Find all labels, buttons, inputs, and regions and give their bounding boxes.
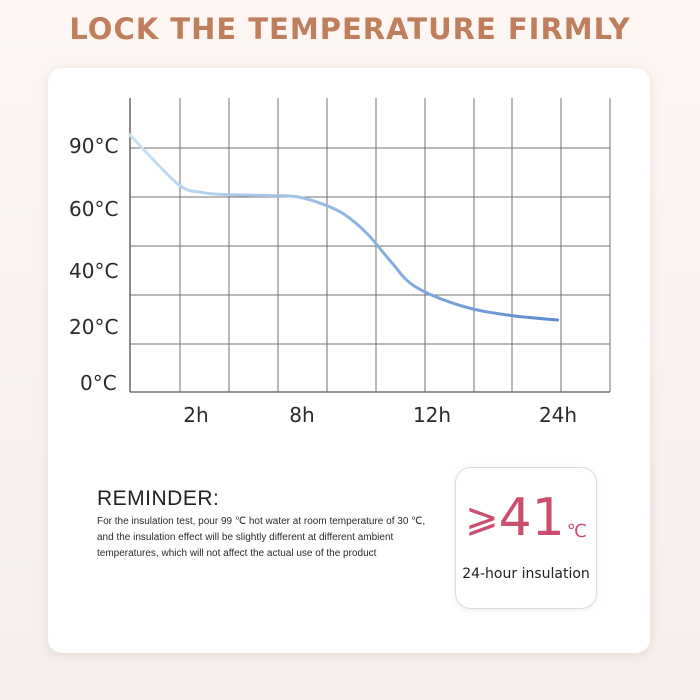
badge-value-row: ⩾41 ℃ bbox=[456, 488, 596, 548]
y-tick-label: 90°C bbox=[69, 134, 118, 158]
y-tick-label: 60°C bbox=[69, 197, 118, 221]
insulation-badge: ⩾41 ℃ 24-hour insulation bbox=[455, 467, 597, 609]
reminder-title: REMINDER: bbox=[97, 487, 220, 510]
badge-temperature-value: 41 bbox=[498, 488, 565, 548]
y-tick-label: 20°C bbox=[69, 315, 118, 339]
y-tick-label: 0°C bbox=[80, 371, 117, 395]
temperature-series-line bbox=[128, 133, 559, 322]
x-tick-label: 12h bbox=[413, 403, 451, 427]
badge-unit: ℃ bbox=[566, 520, 587, 542]
page-headline: LOCK THE TEMPERATURE FIRMLY bbox=[69, 12, 631, 46]
x-tick-label: 2h bbox=[183, 403, 208, 427]
x-tick-label: 8h bbox=[289, 403, 314, 427]
x-tick-label: 24h bbox=[539, 403, 577, 427]
reminder-body: For the insulation test, pour 99 ℃ hot w… bbox=[97, 516, 426, 559]
y-tick-label: 40°C bbox=[69, 259, 118, 283]
reminder-note: REMINDER: For the insulation test, pour … bbox=[97, 487, 427, 562]
badge-label: 24-hour insulation bbox=[462, 566, 590, 582]
greater-equal-symbol: ⩾ bbox=[465, 495, 499, 541]
